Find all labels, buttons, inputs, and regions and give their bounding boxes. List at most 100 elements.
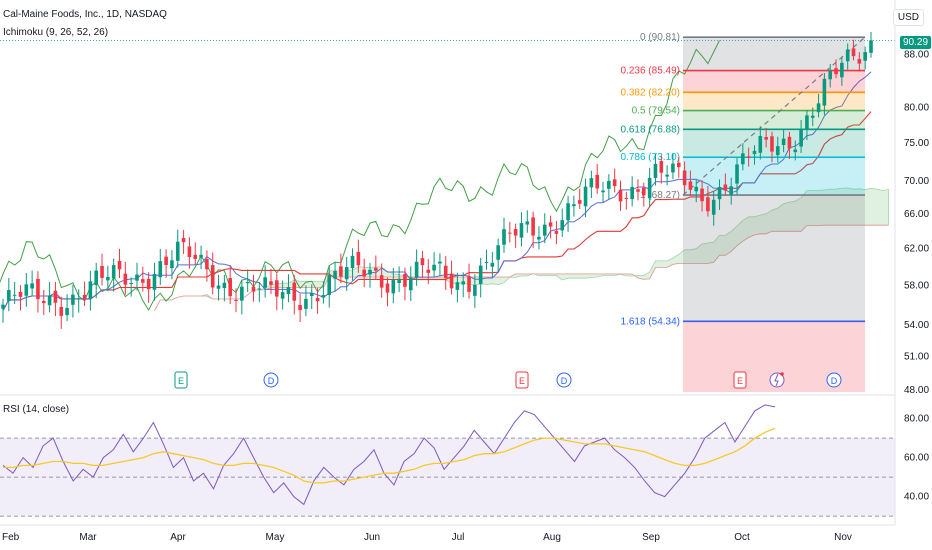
candle-body xyxy=(123,273,128,285)
candle-body xyxy=(636,189,640,192)
candle-body xyxy=(746,156,751,158)
candle-body xyxy=(76,298,81,300)
candle-body xyxy=(106,276,110,281)
candle-body xyxy=(758,135,763,153)
candle-body xyxy=(490,262,495,267)
candle-body xyxy=(612,179,617,187)
candle-body xyxy=(467,276,471,292)
candle-body xyxy=(94,270,99,286)
earnings-marker-letter: E xyxy=(519,376,525,386)
candle-body xyxy=(269,281,273,285)
earnings-marker xyxy=(733,371,747,389)
candle-body xyxy=(141,279,145,283)
rsi-ma-line xyxy=(3,427,776,484)
candle-body xyxy=(653,163,658,178)
candle-body xyxy=(688,181,693,190)
candle-body xyxy=(717,187,722,200)
price-tick-label: 51.00 xyxy=(904,351,929,362)
candle-body xyxy=(41,300,46,304)
price-tick-label: 58.00 xyxy=(904,280,929,291)
time-tick-label: Oct xyxy=(734,532,750,543)
candle-body xyxy=(630,186,634,200)
dividend-marker-letter: D xyxy=(561,376,568,386)
candle-body xyxy=(857,59,862,64)
candle-body xyxy=(642,187,646,196)
candle-body xyxy=(199,254,203,258)
candle-body xyxy=(228,278,232,297)
candle-body xyxy=(502,229,506,245)
candle-body xyxy=(397,278,401,284)
rsi-line xyxy=(2,404,776,506)
candle-body xyxy=(175,241,180,261)
fib-level-label: 0.618 (76.88) xyxy=(621,124,681,135)
candle-body xyxy=(193,254,198,259)
candle-body xyxy=(117,260,122,270)
fib-level-label: 0.5 (79.54) xyxy=(632,106,680,117)
candle-body xyxy=(379,275,384,288)
candle-body xyxy=(432,264,436,271)
candle-body xyxy=(525,221,530,225)
candle-body xyxy=(292,282,297,301)
indicator-label[interactable]: Ichimoku (9, 26, 52, 26) xyxy=(3,27,109,38)
candles-layer xyxy=(1,31,873,329)
candle-body xyxy=(607,180,611,189)
candle-body xyxy=(484,262,489,264)
dividend-marker xyxy=(263,372,279,388)
candle-body xyxy=(601,190,605,193)
earnings-marker-letter: E xyxy=(178,376,184,386)
fib-level-label: 0.236 (85.49) xyxy=(621,66,681,77)
candle-body xyxy=(216,285,221,289)
rsi-label[interactable]: RSI (14, close) xyxy=(3,404,70,415)
candle-body xyxy=(47,295,52,306)
candle-body xyxy=(111,265,116,279)
candle-body xyxy=(624,197,629,199)
candle-body xyxy=(24,284,29,296)
candle-body xyxy=(374,267,378,271)
candle-body xyxy=(100,266,104,278)
dividend-marker-letter: D xyxy=(268,376,275,386)
price-tick-label: 54.00 xyxy=(904,320,929,331)
candle-body xyxy=(222,282,227,289)
candle-body xyxy=(671,163,675,173)
fibonacci-retracement: 0 (90.81) 0.236 (85.49) 0.382 (82.20) 0.5 (… xyxy=(0,32,895,392)
candle-body xyxy=(187,246,192,258)
time-tick-label: May xyxy=(266,532,285,543)
candle-body xyxy=(805,115,809,131)
candle-body xyxy=(304,298,308,309)
split-marker-icon xyxy=(774,373,779,387)
price-tick-label: 70.00 xyxy=(904,176,929,187)
earnings-marker xyxy=(515,371,529,389)
candle-body xyxy=(88,281,93,299)
rsi-tick-label: 40.00 xyxy=(904,492,929,503)
candle-body xyxy=(775,146,780,156)
candle-body xyxy=(362,269,366,277)
candle-body xyxy=(863,52,867,61)
candle-body xyxy=(298,305,302,311)
candle-body xyxy=(665,174,669,177)
fib-level-label: 0 (90.81) xyxy=(640,32,680,43)
candle-body xyxy=(537,236,541,240)
candle-body xyxy=(309,293,314,296)
time-tick-label: Apr xyxy=(170,532,186,543)
time-tick-label: Mar xyxy=(79,532,97,543)
candle-body xyxy=(426,269,431,273)
candle-body xyxy=(822,78,827,106)
candle-body xyxy=(554,230,559,234)
currency-button[interactable]: USD xyxy=(892,9,924,26)
fib-zone xyxy=(683,195,865,322)
candle-body xyxy=(869,40,873,53)
candle-body xyxy=(368,269,372,275)
candle-body xyxy=(18,291,23,297)
time-tick-label: Jun xyxy=(364,532,380,543)
candle-body xyxy=(589,178,594,188)
candle-body xyxy=(350,255,355,269)
candle-body xyxy=(59,306,64,316)
candle-body xyxy=(706,197,710,212)
candle-body xyxy=(647,177,652,199)
candle-body xyxy=(845,49,850,62)
candle-body xyxy=(496,245,500,260)
candle-body xyxy=(676,162,681,168)
candle-body xyxy=(385,283,390,293)
last-price-badge: 90.29 xyxy=(900,36,932,49)
candle-body xyxy=(781,138,786,146)
